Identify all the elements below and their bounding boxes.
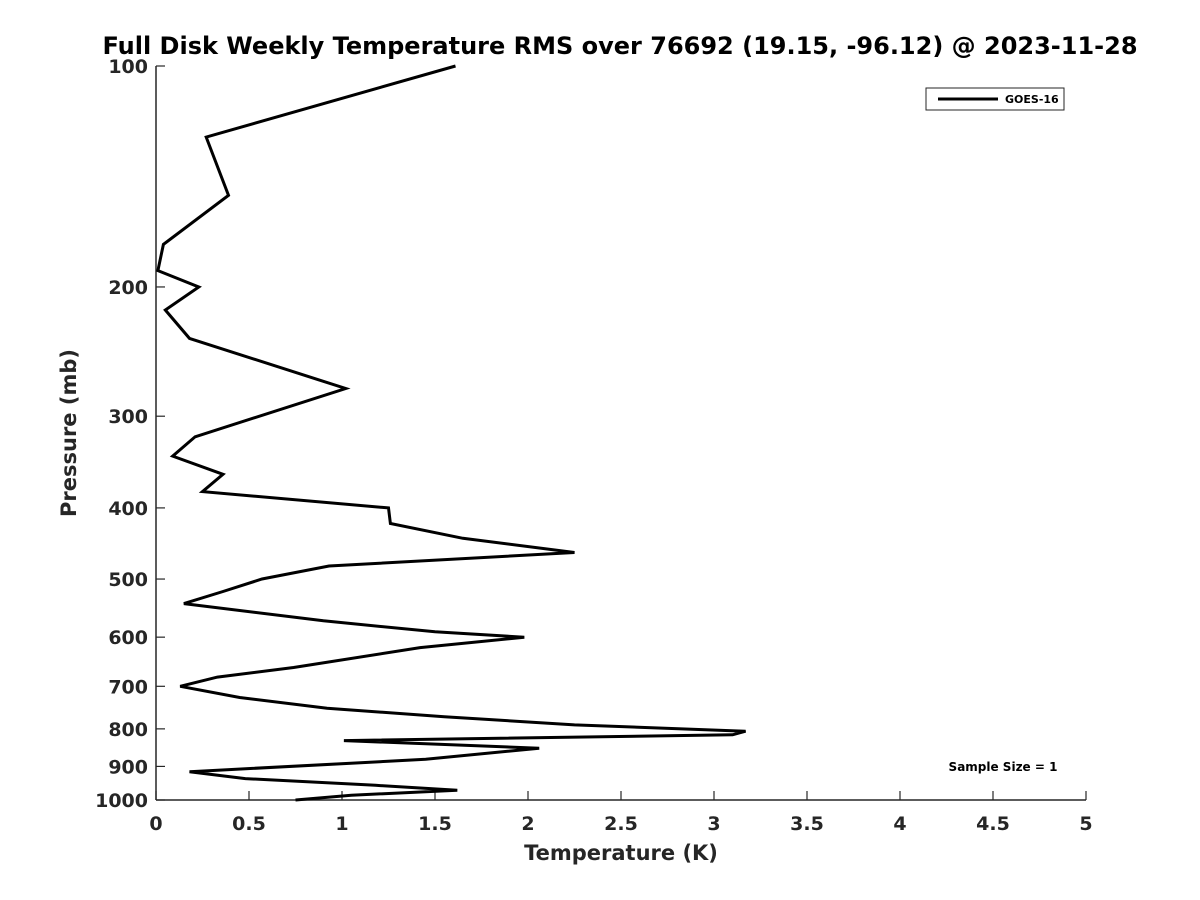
legend: GOES-16 xyxy=(925,87,1065,111)
sample-size-annotation: Sample Size = 1 xyxy=(949,760,1058,774)
plot-area xyxy=(155,66,1086,801)
y-tick-label: 900 xyxy=(108,756,148,778)
x-tick-label: 1.5 xyxy=(418,813,452,835)
y-tick-label: 600 xyxy=(108,627,148,649)
x-tick-label: 1 xyxy=(335,813,348,835)
x-tick-label: 3 xyxy=(707,813,720,835)
x-tick-label: 3.5 xyxy=(790,813,824,835)
x-tick-label: 0 xyxy=(149,813,162,835)
y-tick-label: 200 xyxy=(108,277,148,299)
x-tick-label: 5 xyxy=(1079,813,1092,835)
y-tick-label: 500 xyxy=(108,569,148,591)
y-tick-label: 800 xyxy=(108,719,148,741)
x-tick-label: 2 xyxy=(521,813,534,835)
y-axis-label: Pressure (mb) xyxy=(57,349,81,517)
chart-title: Full Disk Weekly Temperature RMS over 76… xyxy=(102,32,1137,60)
y-tick-label: 700 xyxy=(108,676,148,698)
y-tick-label: 300 xyxy=(108,406,148,428)
x-tick-label: 2.5 xyxy=(604,813,638,835)
y-axis-ticks: 100 200 300 400 500 600 700 800 900 1000 xyxy=(95,56,165,812)
y-tick-label: 100 xyxy=(108,56,148,78)
x-tick-label: 4.5 xyxy=(976,813,1010,835)
y-tick-label: 400 xyxy=(108,498,148,520)
x-axis-ticks: 0 0.5 1 1.5 2 2.5 3 3.5 4 4.5 5 xyxy=(149,791,1093,835)
x-tick-label: 0.5 xyxy=(232,813,266,835)
y-tick-label: 1000 xyxy=(95,790,148,812)
x-tick-label: 4 xyxy=(893,813,906,835)
series-line-goes-16 xyxy=(156,64,747,802)
legend-label: GOES-16 xyxy=(1005,93,1059,106)
x-axis-label: Temperature (K) xyxy=(524,841,718,865)
series-layer xyxy=(156,64,747,802)
